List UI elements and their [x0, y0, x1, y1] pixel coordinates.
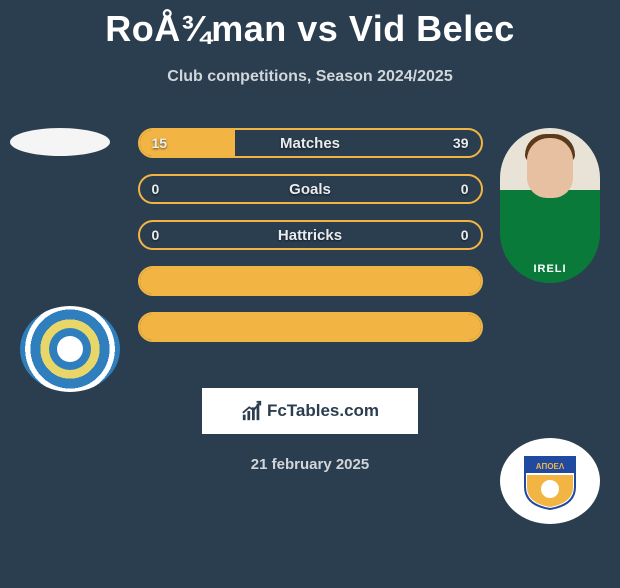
player-right-avatar: IRELI: [500, 128, 600, 283]
stat-row: Goals per match: [138, 266, 483, 296]
stat-row: 0 Hattricks 0: [138, 220, 483, 250]
avatar-placeholder-icon: [10, 128, 110, 156]
stat-label: Matches: [280, 135, 340, 152]
shield-icon: ΑΠΟΕΛ: [521, 451, 579, 511]
chart-up-icon: [241, 400, 263, 422]
stat-value-left: 0: [152, 227, 160, 243]
stat-label: Goals: [289, 181, 331, 198]
svg-text:ΑΠΟΕΛ: ΑΠΟΕΛ: [536, 462, 565, 471]
player-left-avatar: [10, 128, 110, 156]
stat-value-right: 0: [461, 181, 469, 197]
stat-label: Hattricks: [278, 227, 342, 244]
subtitle: Club competitions, Season 2024/2025: [0, 68, 620, 86]
club-badge-left: [20, 306, 120, 392]
stat-value-right: 0: [461, 227, 469, 243]
stat-row: 15 Matches 39: [138, 128, 483, 158]
stat-fill: [140, 314, 481, 340]
jersey-sponsor-text: IRELI: [533, 263, 566, 275]
stat-value-left: 0: [152, 181, 160, 197]
stat-fill: [140, 268, 481, 294]
comparison-area: IRELI ΑΠΟΕΛ 15Matches390Goals00Hattricks…: [0, 128, 620, 342]
club-badge-right: ΑΠΟΕΛ: [500, 438, 600, 524]
avatar-photo: IRELI: [500, 128, 600, 283]
page-title: RoÅ¾man vs Vid Belec: [0, 8, 620, 50]
site-attribution: FcTables.com: [202, 388, 418, 434]
stat-value-left: 15: [152, 135, 168, 151]
stat-row: 0 Goals 0: [138, 174, 483, 204]
stats-rows: 15 Matches 39 0 Goals 0 0 Hattricks 0 Goals per m…: [138, 128, 483, 342]
stat-row: Min per goal: [138, 312, 483, 342]
site-name: FcTables.com: [267, 401, 379, 421]
stat-value-right: 39: [453, 135, 469, 151]
